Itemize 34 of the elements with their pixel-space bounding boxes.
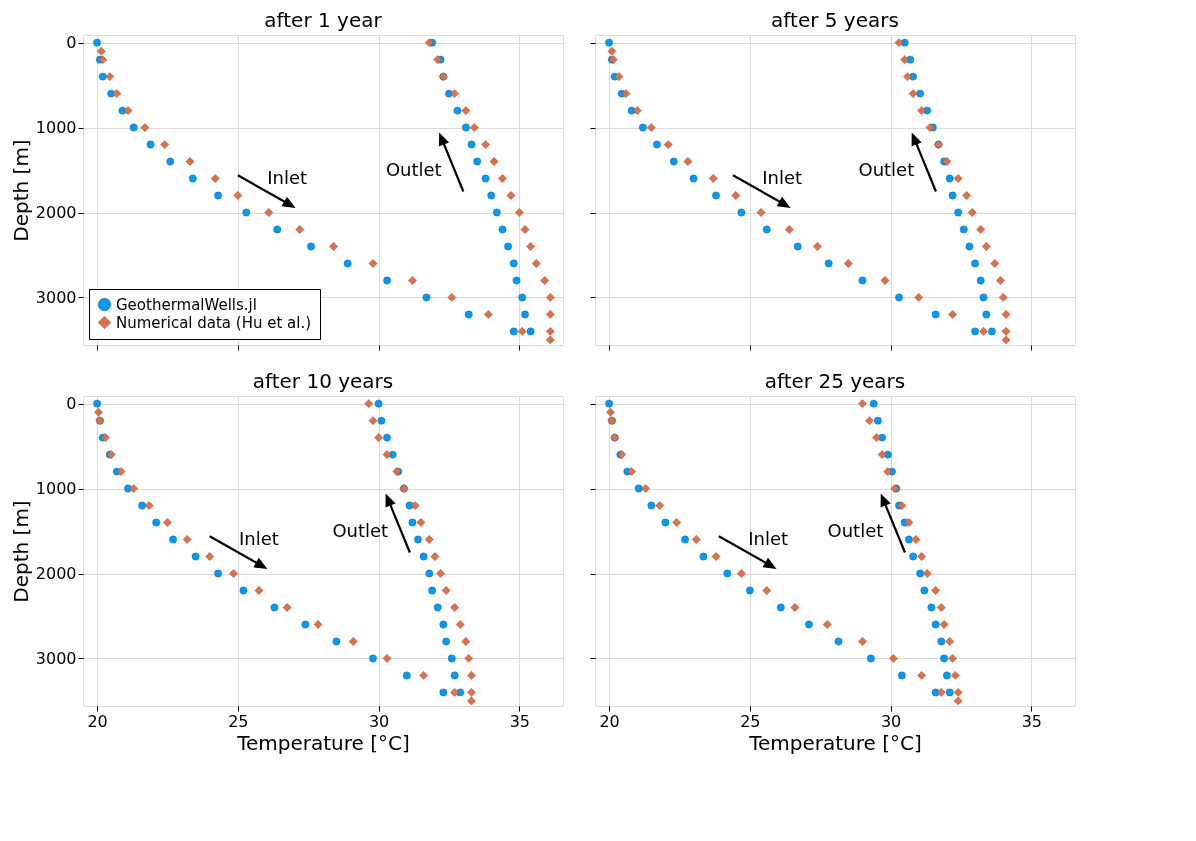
annotation: Inlet [267, 167, 308, 189]
y-tick-label: 0 [66, 33, 77, 53]
annotation: Inlet [239, 528, 279, 550]
x-tick-label: 20 [599, 711, 620, 731]
chart-title: after 25 years [764, 369, 906, 393]
annotation: Outlet [827, 520, 884, 542]
legend-label: Numerical data (Hu et al.) [116, 313, 312, 332]
chart-title: after 10 years [252, 368, 394, 393]
annotation: Inlet [762, 167, 803, 189]
y-tick-label: 1000 [35, 479, 77, 499]
y-tick-label: 3000 [35, 287, 77, 307]
legend-label: GeothermalWells.jl [116, 295, 257, 314]
chart-title: after 5 years [771, 8, 899, 32]
x-axis-title: Temperature [°C] [748, 730, 922, 755]
x-tick-label: 30 [880, 711, 902, 731]
annotation: Outlet [858, 159, 915, 181]
y-tick-label: 2000 [35, 203, 77, 223]
x-tick-label: 35 [509, 711, 531, 731]
y-axis-title: Depth [m] [8, 139, 33, 242]
x-tick-label: 35 [1021, 711, 1043, 731]
x-tick-label: 20 [87, 711, 108, 731]
y-axis-title: Depth [m] [8, 500, 33, 603]
y-tick-label: 2000 [35, 564, 77, 584]
x-tick-label: 25 [740, 711, 761, 731]
x-tick-label: 30 [368, 711, 390, 731]
chart-title: after 1 year [264, 7, 383, 32]
annotation: Inlet [748, 528, 789, 550]
annotation: Outlet [332, 520, 389, 542]
y-tick-label: 1000 [35, 118, 77, 138]
y-tick-label: 3000 [35, 648, 77, 668]
y-tick-label: 0 [66, 394, 77, 414]
annotation: Outlet [385, 159, 442, 181]
x-axis-title: Temperature [°C] [236, 730, 410, 755]
x-tick-label: 25 [228, 711, 249, 731]
